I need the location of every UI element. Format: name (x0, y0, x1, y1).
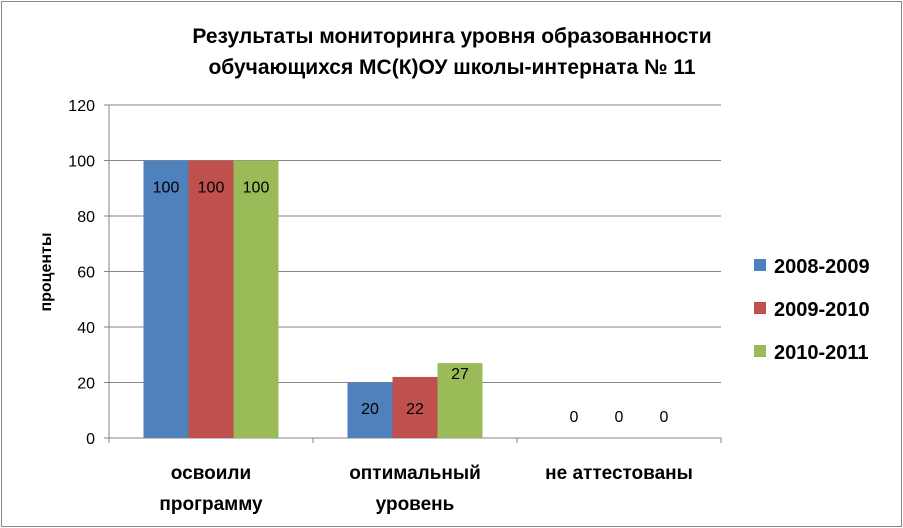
chart-title: Результаты мониторинга уровня образованн… (192, 25, 711, 79)
x-category-labels: освоили программу оптимальный уровень не атт… (159, 463, 692, 515)
y-tick-label-60: 60 (77, 265, 95, 282)
data-labels: 100 100 100 20 22 27 0 0 0 (153, 180, 669, 427)
x-category-label-2-line-1: оптимальный (349, 463, 481, 484)
y-tick-label-120: 120 (68, 98, 95, 115)
chart-title-line-2: обучающихся МС(К)ОУ школы-интерната № 11 (208, 56, 695, 79)
legend-swatch-1 (754, 259, 766, 271)
y-tick-label-100: 100 (68, 154, 95, 171)
x-category-label-2-line-2: уровень (376, 494, 455, 515)
y-tick-label-40: 40 (77, 320, 95, 337)
bar-2-2 (392, 376, 438, 438)
legend-swatch-2 (754, 302, 766, 314)
y-tick-label-0: 0 (86, 431, 95, 448)
bar-1-2 (347, 382, 393, 438)
y-axis-label: проценты (38, 232, 55, 311)
legend-swatch-3 (754, 345, 766, 357)
bar-2-1 (188, 160, 234, 438)
data-label-3-3: 0 (660, 409, 669, 426)
bar-1-1 (143, 160, 189, 438)
bar-3-2 (437, 363, 483, 438)
chart-title-line-1: Результаты мониторинга уровня образованн… (192, 25, 711, 48)
bar-3-1 (233, 160, 279, 438)
data-label-3-1: 100 (243, 180, 270, 197)
data-label-1-2: 20 (361, 401, 379, 418)
y-tick-label-80: 80 (77, 209, 95, 226)
y-tick-label-20: 20 (77, 376, 95, 393)
data-label-2-1: 100 (198, 180, 225, 197)
legend-label-1: 2008-2009 (774, 256, 870, 278)
legend-label-2: 2009-2010 (774, 299, 870, 321)
bars (143, 160, 483, 438)
y-tick-labels: 0 20 40 60 80 100 120 (68, 98, 95, 448)
x-category-label-3-line-1: не аттестованы (545, 463, 693, 484)
x-category-label-1-line-1: освоили (171, 463, 251, 484)
legend-label-3: 2010-2011 (774, 342, 869, 364)
data-label-2-2: 22 (406, 401, 424, 418)
x-category-label-1-line-2: программу (159, 494, 263, 515)
legend: 2008-2009 2009-2010 2010-2011 (754, 256, 870, 364)
data-label-1-1: 100 (153, 180, 180, 197)
data-label-1-3: 0 (570, 409, 579, 426)
data-label-3-2: 27 (451, 366, 469, 383)
data-label-2-3: 0 (615, 409, 624, 426)
